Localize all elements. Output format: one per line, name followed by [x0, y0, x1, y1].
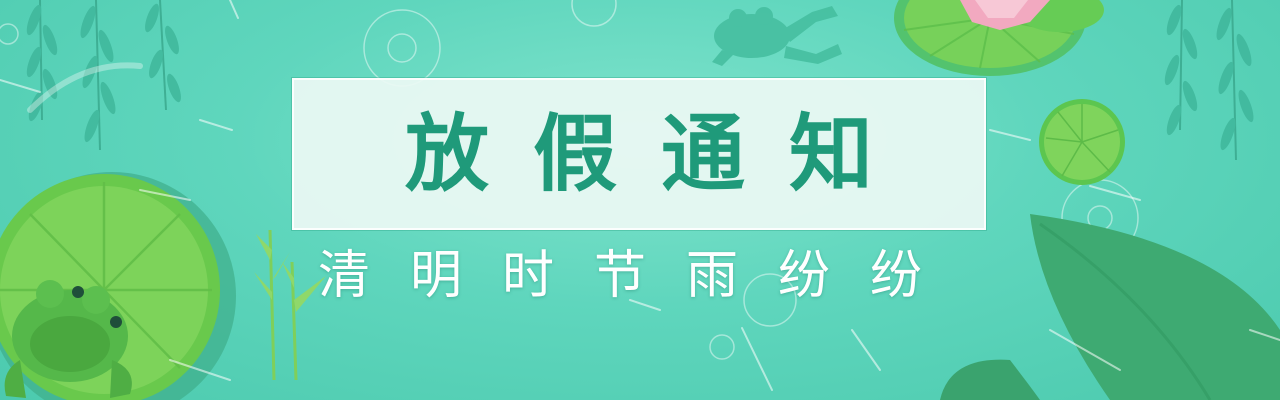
reed-icon — [254, 229, 326, 381]
willow-branch-icon — [26, 0, 181, 151]
willow-branch-icon — [1164, 0, 1254, 161]
title-box: 放假通知 — [291, 77, 987, 231]
banner-title: 放假通知 — [404, 105, 917, 203]
lotus-flower-icon — [960, 0, 1050, 30]
banner-subtitle: 清明时节雨纷纷 — [317, 246, 962, 306]
lotus-leaf-icon — [940, 214, 1280, 400]
frog-icon — [712, 6, 842, 66]
frog-icon — [4, 280, 132, 398]
lotus-leaf-icon — [1039, 99, 1125, 185]
rain-streak-icon — [0, 0, 1280, 390]
